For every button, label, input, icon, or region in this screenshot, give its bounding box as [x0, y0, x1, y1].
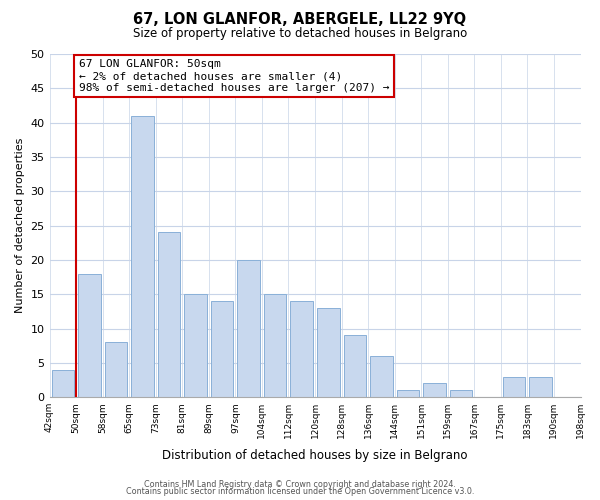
Bar	[317, 308, 340, 397]
Bar	[397, 390, 419, 397]
Bar	[158, 232, 180, 397]
Bar	[264, 294, 286, 397]
Bar	[131, 116, 154, 397]
Bar	[370, 356, 392, 397]
Bar	[344, 336, 366, 397]
Bar	[450, 390, 472, 397]
Bar	[52, 370, 74, 397]
Bar	[78, 274, 101, 397]
X-axis label: Distribution of detached houses by size in Belgrano: Distribution of detached houses by size …	[162, 450, 468, 462]
Bar	[529, 376, 552, 397]
Bar	[423, 384, 446, 397]
Bar	[503, 376, 526, 397]
Text: 67, LON GLANFOR, ABERGELE, LL22 9YQ: 67, LON GLANFOR, ABERGELE, LL22 9YQ	[133, 12, 467, 28]
Bar	[238, 260, 260, 397]
Text: Contains public sector information licensed under the Open Government Licence v3: Contains public sector information licen…	[126, 488, 474, 496]
Bar	[184, 294, 207, 397]
Bar	[211, 301, 233, 397]
Text: 67 LON GLANFOR: 50sqm
← 2% of detached houses are smaller (4)
98% of semi-detach: 67 LON GLANFOR: 50sqm ← 2% of detached h…	[79, 60, 389, 92]
Text: Size of property relative to detached houses in Belgrano: Size of property relative to detached ho…	[133, 28, 467, 40]
Text: Contains HM Land Registry data © Crown copyright and database right 2024.: Contains HM Land Registry data © Crown c…	[144, 480, 456, 489]
Bar	[290, 301, 313, 397]
Bar	[104, 342, 127, 397]
Y-axis label: Number of detached properties: Number of detached properties	[15, 138, 25, 314]
